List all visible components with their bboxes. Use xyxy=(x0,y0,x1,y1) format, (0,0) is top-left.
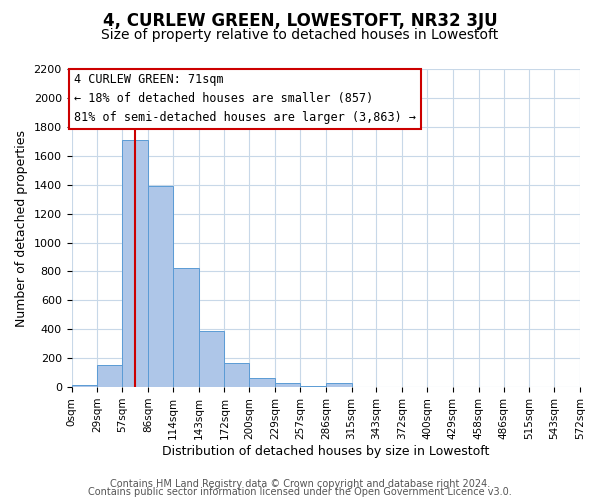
Bar xyxy=(148,186,173,387)
Bar xyxy=(71,385,97,387)
Text: 4 CURLEW GREEN: 71sqm
← 18% of detached houses are smaller (857)
81% of semi-det: 4 CURLEW GREEN: 71sqm ← 18% of detached … xyxy=(74,74,416,124)
Bar xyxy=(250,378,275,387)
Bar xyxy=(97,364,122,387)
Bar xyxy=(326,384,352,387)
Bar xyxy=(122,140,148,387)
X-axis label: Distribution of detached houses by size in Lowestoft: Distribution of detached houses by size … xyxy=(162,444,490,458)
Text: 4, CURLEW GREEN, LOWESTOFT, NR32 3JU: 4, CURLEW GREEN, LOWESTOFT, NR32 3JU xyxy=(103,12,497,30)
Bar xyxy=(199,332,224,387)
Bar xyxy=(224,363,250,387)
Text: Contains HM Land Registry data © Crown copyright and database right 2024.: Contains HM Land Registry data © Crown c… xyxy=(110,479,490,489)
Bar xyxy=(173,268,199,387)
Y-axis label: Number of detached properties: Number of detached properties xyxy=(15,130,28,326)
Bar xyxy=(300,386,326,387)
Text: Contains public sector information licensed under the Open Government Licence v3: Contains public sector information licen… xyxy=(88,487,512,497)
Text: Size of property relative to detached houses in Lowestoft: Size of property relative to detached ho… xyxy=(101,28,499,42)
Bar xyxy=(275,383,300,387)
